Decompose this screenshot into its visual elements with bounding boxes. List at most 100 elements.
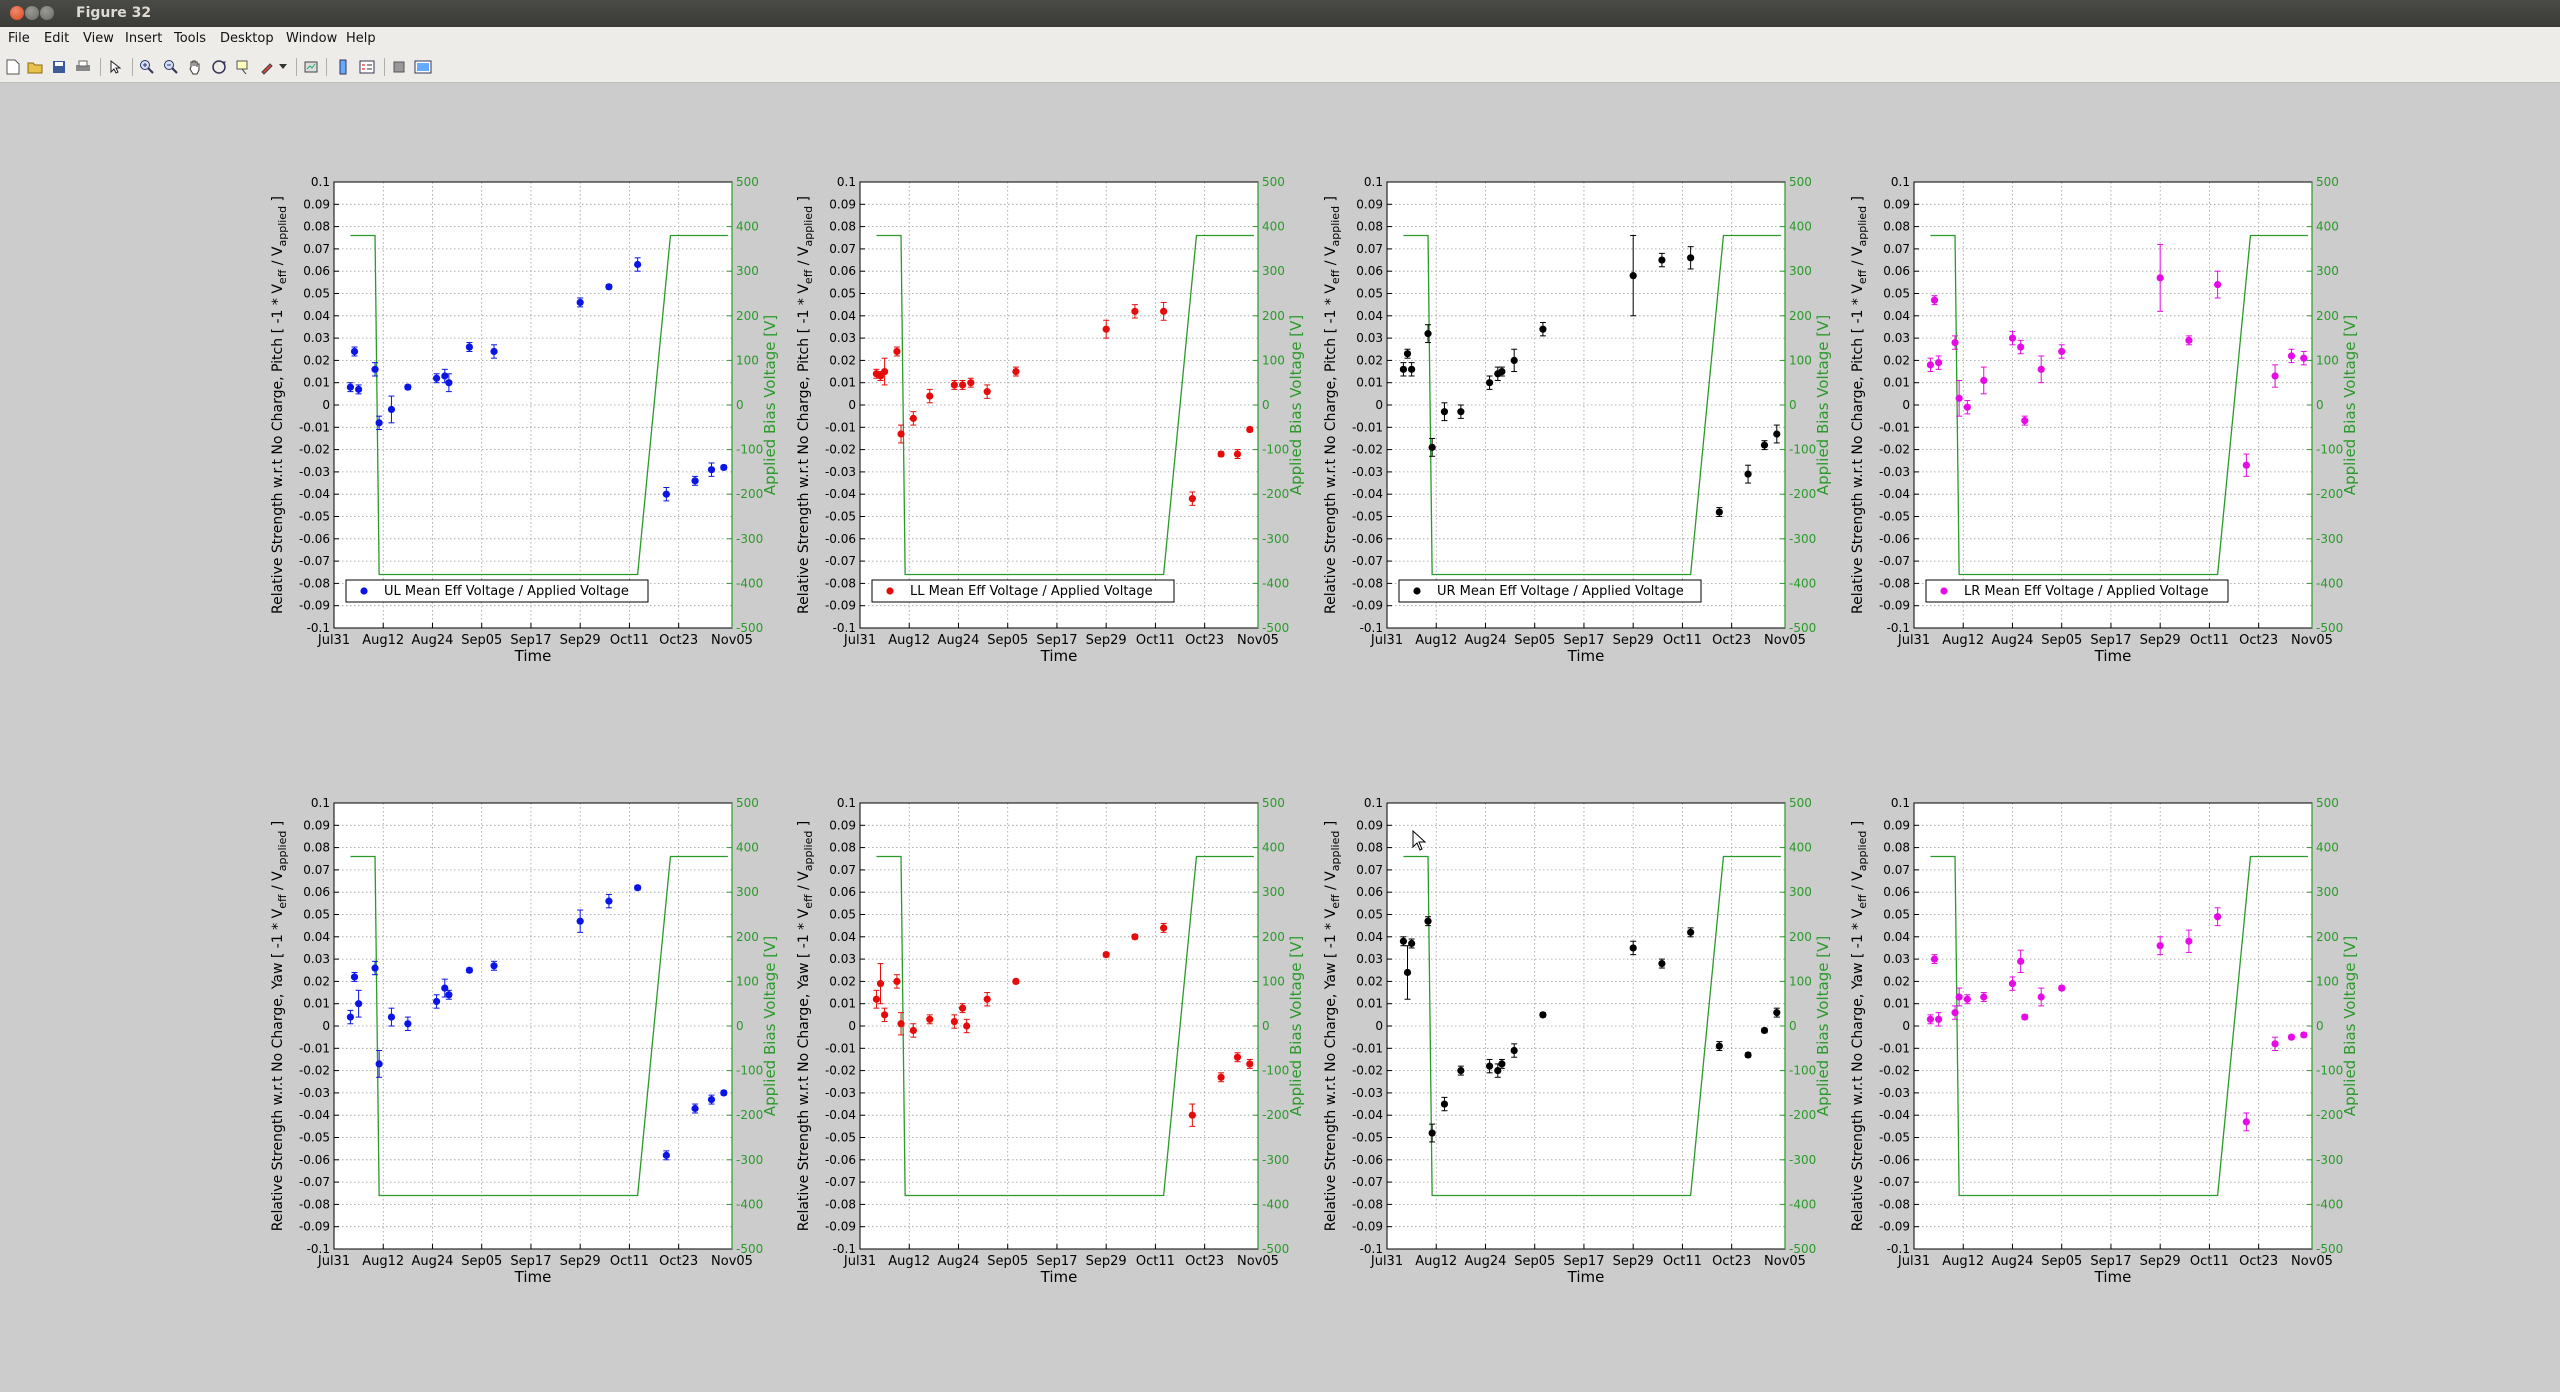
y-tick-label: 0.06 <box>829 885 856 899</box>
menu-tools[interactable]: Tools <box>174 31 207 46</box>
bias-voltage-line <box>1930 855 2308 1197</box>
y2-tick-label: 0 <box>1262 398 1270 412</box>
data-point <box>1658 959 1666 968</box>
close-window-button[interactable] <box>10 6 24 20</box>
legend-box <box>1925 579 2229 603</box>
data-point <box>404 1020 412 1028</box>
brush-icon[interactable] <box>258 58 276 76</box>
brush-menu-icon[interactable] <box>278 58 288 76</box>
select-arrow-icon[interactable] <box>106 58 124 76</box>
save-icon[interactable] <box>50 58 68 76</box>
y2-axis-label: Applied Bias Voltage [V] <box>1814 315 1832 495</box>
minimize-window-button[interactable] <box>25 6 39 20</box>
data-point <box>1980 376 1988 385</box>
menu-help[interactable]: Help <box>346 31 376 46</box>
y2-tick-label: 200 <box>736 930 759 944</box>
plot-area <box>334 182 732 628</box>
y-tick-label: 0.07 <box>1883 242 1910 256</box>
show-plot-tools-icon[interactable] <box>414 58 432 76</box>
x-tick-label: Aug24 <box>1465 1254 1507 1269</box>
y-tick-label: 0.07 <box>1883 863 1910 877</box>
x-tick-label: Sep17 <box>1563 1254 1604 1269</box>
y2-axis-label: Applied Bias Voltage [V] <box>1287 315 1305 495</box>
data-point <box>1188 495 1196 503</box>
menu-window[interactable]: Window <box>286 31 338 46</box>
data-point <box>2185 336 2193 344</box>
insert-legend-icon[interactable] <box>358 58 376 76</box>
y2-tick-label: -200 <box>736 487 763 501</box>
x-tick-label: Oct11 <box>610 1254 649 1269</box>
link-plot-icon[interactable] <box>302 58 320 76</box>
insert-colorbar-icon[interactable] <box>334 58 352 76</box>
data-point <box>1760 441 1769 449</box>
data-point <box>950 381 958 389</box>
y-tick-label: 0.05 <box>1356 287 1383 301</box>
data-point <box>2287 1033 2296 1041</box>
x-tick-label: Aug24 <box>938 633 980 648</box>
data-point <box>1539 1011 1547 1019</box>
data-point <box>1744 470 1752 478</box>
data-point <box>1246 1060 1254 1068</box>
y2-tick-label: 500 <box>2316 796 2339 810</box>
y2-axis-label: Applied Bias Voltage [V] <box>1814 936 1832 1116</box>
x-tick-label: Aug12 <box>1942 1254 1984 1269</box>
data-point <box>1457 408 1465 416</box>
data-point <box>2214 280 2222 289</box>
menu-desktop[interactable]: Desktop <box>220 31 274 46</box>
x-tick-label: Sep29 <box>1086 1254 1127 1269</box>
data-point <box>1131 933 1139 941</box>
data-point <box>2037 993 2045 1001</box>
y2-tick-label: 500 <box>1789 175 1812 189</box>
y-tick-label: 0.04 <box>1356 930 1383 944</box>
x-tick-label: Oct23 <box>1712 633 1751 648</box>
y2-tick-label: -100 <box>736 1064 763 1078</box>
x-tick-label: Sep05 <box>461 633 502 648</box>
y-tick-label: 0.08 <box>829 841 856 855</box>
y-tick-label: 0.09 <box>303 197 330 211</box>
print-icon[interactable] <box>74 58 92 76</box>
pan-hand-icon[interactable] <box>186 58 204 76</box>
y-tick-label: -0.04 <box>299 487 330 501</box>
new-figure-icon[interactable] <box>4 58 22 76</box>
menu-edit[interactable]: Edit <box>44 31 70 46</box>
y2-tick-label: 100 <box>1262 974 1285 988</box>
data-point <box>2214 913 2222 921</box>
y-tick-label: -0.05 <box>299 1131 330 1145</box>
y-tick-label: 0.09 <box>1356 197 1383 211</box>
data-point <box>2271 372 2279 380</box>
data-point <box>1715 508 1723 516</box>
data-point <box>1935 1015 1943 1023</box>
y-tick-label: -0.09 <box>825 599 856 613</box>
hide-plot-tools-icon[interactable] <box>390 58 408 76</box>
y-tick-label: 0 <box>322 398 330 412</box>
y2-tick-label: 0 <box>1789 398 1797 412</box>
y-tick-label: -0.08 <box>1352 1197 1383 1211</box>
data-point <box>387 405 396 414</box>
legend-box <box>345 579 649 603</box>
plot-area <box>1387 182 1785 628</box>
y-tick-label: 0.09 <box>303 818 330 832</box>
y-tick-label: 0.04 <box>303 309 330 323</box>
data-point <box>1102 951 1110 959</box>
y-tick-label: 0.09 <box>1883 818 1910 832</box>
zoom-in-icon[interactable] <box>138 58 156 76</box>
data-point <box>720 463 728 472</box>
y-tick-label: -0.08 <box>299 576 330 590</box>
menu-insert[interactable]: Insert <box>125 31 163 46</box>
legend-label: LR Mean Eff Voltage / Applied Voltage <box>1964 584 2208 599</box>
y-tick-label: -0.02 <box>1879 1064 1910 1078</box>
y2-tick-label: -500 <box>1262 1242 1289 1256</box>
zoom-out-icon[interactable] <box>162 58 180 76</box>
data-point <box>926 392 934 400</box>
data-cursor-icon[interactable] <box>234 58 252 76</box>
maximize-window-button[interactable] <box>40 6 54 20</box>
data-point <box>872 995 881 1003</box>
x-tick-label: Sep29 <box>2140 1254 2181 1269</box>
rotate-3d-icon[interactable] <box>210 58 228 76</box>
data-point <box>1160 307 1168 315</box>
y-tick-label: -0.01 <box>1352 1041 1383 1055</box>
y-tick-label: 0.05 <box>303 908 330 922</box>
open-file-icon[interactable] <box>26 58 44 76</box>
menu-view[interactable]: View <box>83 31 114 46</box>
menu-file[interactable]: File <box>8 31 30 46</box>
